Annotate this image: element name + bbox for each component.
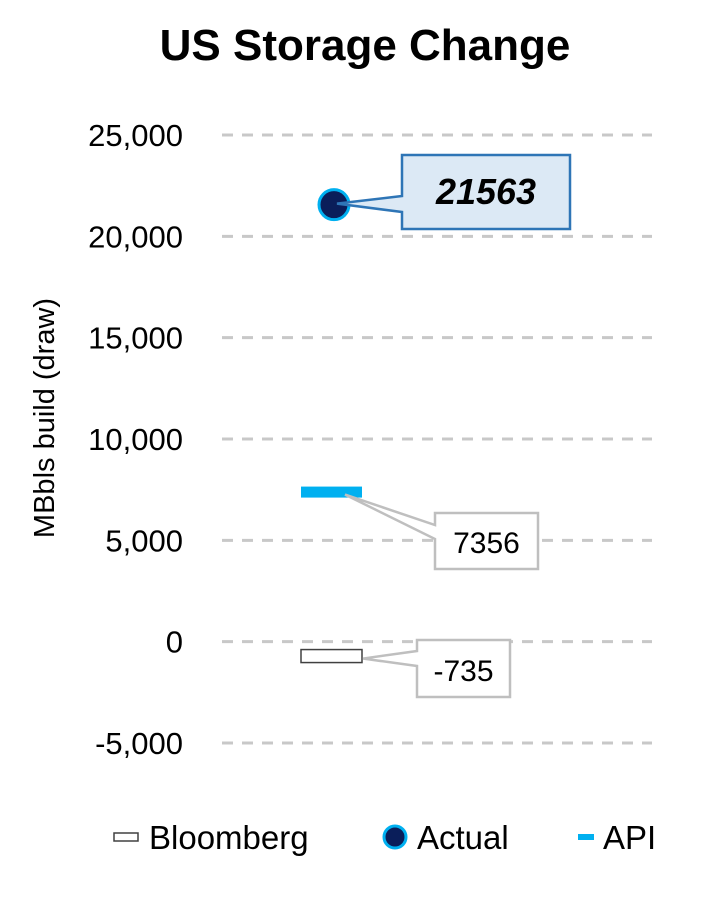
data-callouts: 21563 7356 -735 (336, 153, 572, 699)
chart-title: US Storage Change (160, 21, 571, 70)
api-data-label: 7356 (453, 527, 520, 560)
y-tick-label: 20,000 (88, 219, 183, 254)
y-tick-label: 0 (166, 625, 183, 660)
actual-callout-box (336, 153, 572, 231)
actual-data-label: 21563 (435, 171, 536, 212)
bloomberg-callout-box (362, 638, 512, 699)
bloomberg-data-label: -735 (433, 655, 493, 688)
legend-bloomberg-swatch (113, 832, 139, 842)
legend-bloomberg-label: Bloomberg (149, 819, 309, 856)
y-tick-label: 25,000 (88, 118, 183, 153)
api-point (301, 486, 362, 498)
legend-api-label: API (603, 819, 656, 856)
legend-actual-swatch (382, 824, 408, 850)
y-tick-label: 5,000 (105, 523, 183, 558)
y-tick-label: 10,000 (88, 422, 183, 457)
chart-marks (300, 188, 363, 664)
y-tick-label: 15,000 (88, 321, 183, 356)
legend: Bloomberg Actual API (113, 819, 656, 856)
y-axis-label: MBbls build (draw) (29, 298, 61, 538)
bloomberg-point (300, 648, 363, 664)
y-axis-ticks: 25,000 20,000 15,000 10,000 5,000 0 -5,000 (88, 118, 183, 761)
api-callout-box (344, 493, 540, 571)
legend-api-swatch (578, 834, 594, 840)
y-tick-label: -5,000 (95, 726, 183, 761)
legend-actual-label: Actual (417, 819, 509, 856)
